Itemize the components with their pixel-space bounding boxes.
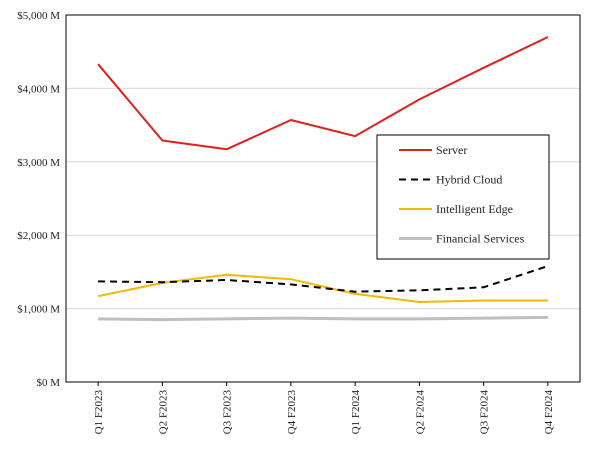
y-tick-label: $2,000 M <box>17 230 60 242</box>
legend-label: Intelligent Edge <box>436 202 513 216</box>
y-axis-tick-labels: $0 M $1,000 M $2,000 M $3,000 M $4,000 M $5,0… <box>17 10 60 389</box>
y-tick-label: $0 M <box>36 377 60 389</box>
x-tick-label: Q3 F2024 <box>479 390 491 435</box>
series-line-server <box>98 37 548 149</box>
x-tick-label: Q4 F2023 <box>286 390 298 435</box>
x-axis-tick-labels: Q1 F2023 Q2 F2023 Q3 F2023 Q4 F2023 Q1 F2024… <box>93 382 555 434</box>
legend: Server Hybrid Cloud Intelligent Edge Financ… <box>377 135 549 259</box>
y-tick-label: $3,000 M <box>17 157 60 169</box>
y-tick-label: $4,000 M <box>17 83 60 95</box>
y-tick-label: $1,000 M <box>17 304 60 316</box>
series-line-financial-services <box>98 317 548 319</box>
x-tick-label: Q1 F2024 <box>350 390 362 435</box>
x-tick-label: Q1 F2023 <box>93 390 105 435</box>
x-tick-label: Q3 F2023 <box>222 390 234 435</box>
series-line-intelligent-edge <box>98 275 548 302</box>
x-tick-label: Q2 F2023 <box>157 390 169 435</box>
legend-label: Financial Services <box>436 232 525 246</box>
x-tick-label: Q2 F2024 <box>414 390 426 435</box>
legend-label: Hybrid Cloud <box>436 173 502 187</box>
series-line-hybrid-cloud <box>98 266 548 292</box>
legend-label: Server <box>436 143 467 157</box>
y-tick-label: $5,000 M <box>17 10 60 22</box>
x-tick-label: Q4 F2024 <box>543 390 555 435</box>
